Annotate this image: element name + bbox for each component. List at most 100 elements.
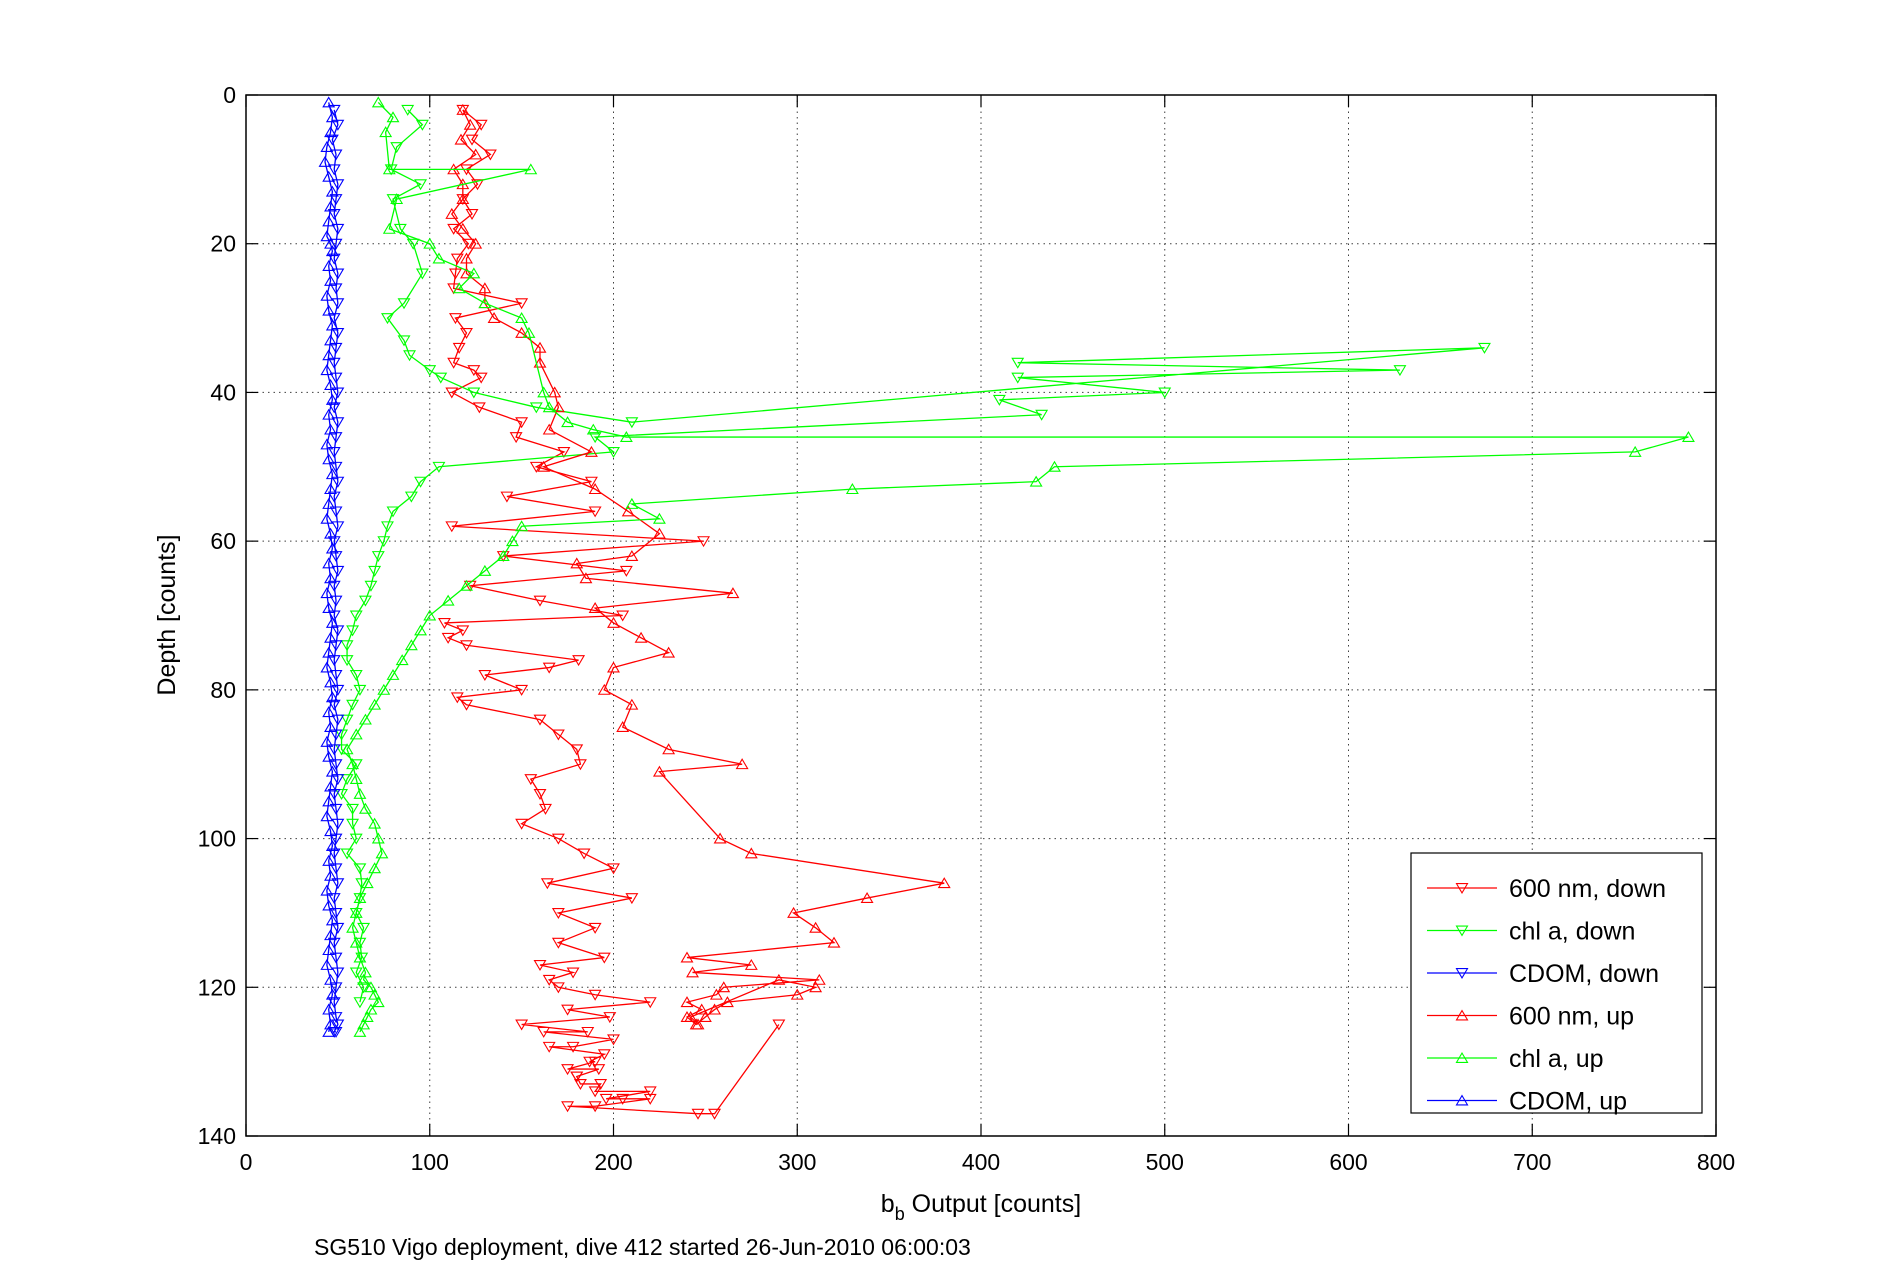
data-point	[331, 818, 345, 830]
data-point	[533, 789, 547, 800]
data-point	[320, 735, 334, 747]
legend-marker	[1455, 1051, 1469, 1063]
data-point	[588, 602, 602, 614]
data-point	[720, 996, 734, 1008]
data-point	[533, 356, 547, 368]
data-point	[368, 817, 382, 829]
data-point	[327, 744, 341, 756]
data-point	[460, 252, 473, 264]
data-point	[643, 1086, 657, 1098]
data-point	[691, 1108, 705, 1120]
data-point	[346, 921, 360, 933]
data-point	[353, 892, 367, 904]
data-point	[515, 818, 529, 830]
data-point	[573, 759, 587, 771]
data-point	[327, 580, 341, 592]
data-point	[478, 297, 492, 309]
data-point	[329, 1026, 343, 1038]
series-chl-a-down	[335, 104, 1491, 1009]
data-point	[463, 118, 477, 130]
data-point	[322, 706, 336, 718]
data-point	[324, 1018, 337, 1030]
x-tick-label: 600	[1329, 1149, 1367, 1175]
data-point	[566, 1041, 580, 1053]
data-point	[708, 1108, 722, 1120]
series-cdom-down	[325, 104, 345, 1038]
data-point	[625, 698, 639, 710]
data-point	[597, 683, 611, 695]
data-point	[331, 625, 345, 637]
data-point	[322, 259, 336, 271]
data-point	[474, 119, 488, 131]
data-point	[509, 432, 523, 444]
data-point	[524, 774, 538, 786]
data-point	[377, 683, 391, 695]
series-cdom-up	[318, 96, 339, 1037]
data-point	[454, 133, 468, 145]
data-point	[329, 833, 343, 845]
data-point	[340, 714, 354, 726]
x-tick-label: 400	[962, 1149, 1000, 1175]
data-point	[364, 580, 378, 592]
data-point	[434, 372, 448, 384]
data-point	[423, 609, 437, 621]
data-point	[447, 357, 461, 369]
data-point	[340, 655, 354, 667]
data-point	[500, 491, 514, 503]
data-point	[322, 96, 336, 108]
data-point	[515, 417, 529, 429]
data-point	[735, 758, 749, 770]
data-point	[533, 960, 547, 972]
data-point	[809, 921, 823, 933]
data-point	[588, 922, 602, 934]
data-point	[537, 460, 551, 472]
data-point	[322, 408, 336, 420]
data-point	[447, 223, 461, 235]
data-point	[331, 714, 345, 726]
data-point	[322, 453, 336, 465]
data-point	[607, 863, 620, 875]
data-point	[415, 119, 429, 131]
data-point	[445, 207, 459, 219]
data-point	[496, 549, 510, 561]
data-point	[397, 298, 411, 310]
data-point	[322, 899, 336, 911]
data-point	[364, 981, 378, 993]
data-point	[588, 506, 602, 518]
data-point	[572, 655, 586, 667]
data-point	[584, 445, 598, 457]
data-point	[515, 520, 529, 532]
data-point	[329, 670, 343, 682]
data-point	[357, 973, 371, 985]
data-point	[325, 616, 339, 628]
data-point	[616, 610, 630, 622]
data-point	[452, 282, 466, 294]
data-point	[472, 402, 486, 414]
data-point	[423, 237, 437, 249]
data-point	[324, 780, 337, 792]
data-point	[327, 446, 341, 458]
data-point	[331, 521, 345, 533]
data-point	[561, 1064, 575, 1076]
data-point	[450, 692, 464, 704]
data-point	[586, 423, 600, 435]
data-point	[331, 417, 345, 429]
data-point	[450, 253, 464, 265]
data-point	[787, 906, 801, 918]
x-tick-label: 800	[1697, 1149, 1735, 1175]
data-point	[324, 631, 337, 643]
data-point	[515, 1019, 529, 1031]
data-point	[353, 787, 367, 799]
data-point	[340, 743, 354, 755]
data-point	[340, 774, 354, 786]
data-point	[320, 884, 334, 896]
data-point	[599, 1093, 613, 1105]
data-point	[537, 1026, 551, 1038]
data-point	[845, 483, 859, 495]
y-tick-label: 120	[198, 974, 236, 1000]
data-point	[1478, 342, 1491, 354]
data-point	[708, 1003, 722, 1015]
data-point	[349, 967, 363, 979]
x-tick-label: 0	[240, 1149, 253, 1175]
data-point	[325, 988, 339, 1000]
